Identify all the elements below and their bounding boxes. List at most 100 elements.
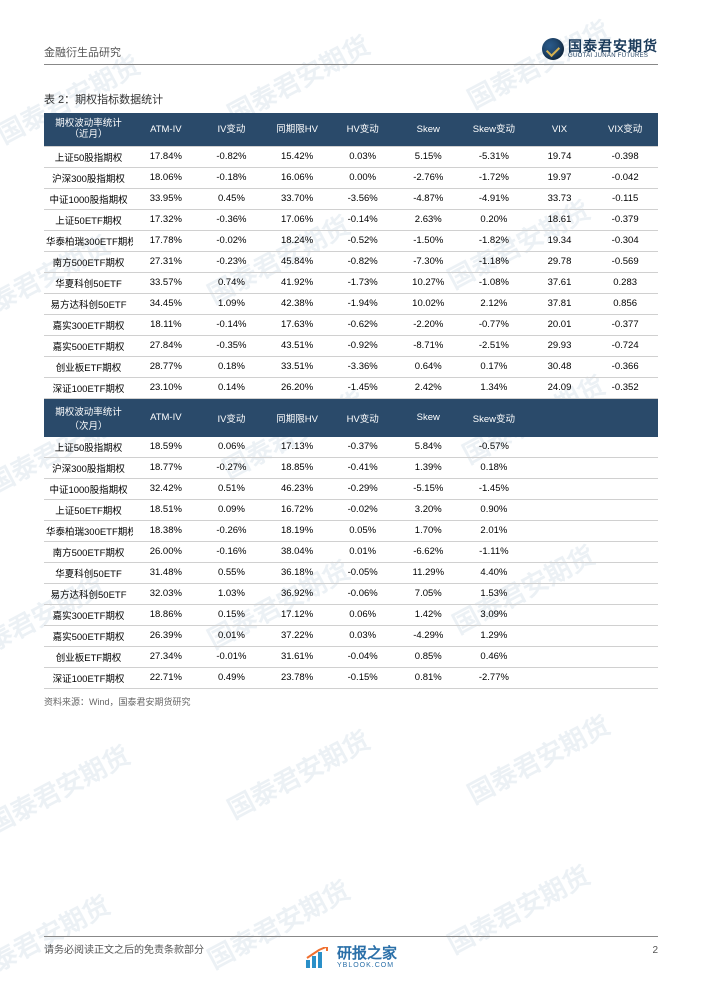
data-cell: 17.78% xyxy=(133,230,199,251)
table-row: 创业板ETF期权28.77%0.18%33.51%-3.36%0.64%0.17… xyxy=(44,356,658,377)
data-cell: 26.20% xyxy=(264,377,330,398)
data-cell: 33.51% xyxy=(264,356,330,377)
data-cell: 37.61 xyxy=(527,272,593,293)
data-cell: 36.92% xyxy=(264,583,330,604)
data-cell: 17.32% xyxy=(133,209,199,230)
data-cell: 0.14% xyxy=(199,377,265,398)
row-label: 沪深300股指期权 xyxy=(44,457,133,478)
data-cell: 1.39% xyxy=(395,457,461,478)
table-row: 中证1000股指期权32.42%0.51%46.23%-0.29%-5.15%-… xyxy=(44,478,658,499)
logo-cn-text: 国泰君安期货 xyxy=(568,39,658,53)
data-cell: 18.38% xyxy=(133,520,199,541)
data-cell: 0.64% xyxy=(395,356,461,377)
table-caption: 表 2：期权指标数据统计 xyxy=(44,91,658,107)
table-row: 华泰柏瑞300ETF期权17.78%-0.02%18.24%-0.52%-1.5… xyxy=(44,230,658,251)
table-row: 上证50股指期权18.59%0.06%17.13%-0.37%5.84%-0.5… xyxy=(44,437,658,458)
data-cell: -0.26% xyxy=(199,520,265,541)
data-cell: -0.77% xyxy=(461,314,527,335)
table-column-header: HV变动 xyxy=(330,113,396,146)
data-cell: -1.11% xyxy=(461,541,527,562)
row-label: 中证1000股指期权 xyxy=(44,478,133,499)
data-cell: 18.61 xyxy=(527,209,593,230)
data-cell: 18.59% xyxy=(133,437,199,458)
data-cell: -1.72% xyxy=(461,167,527,188)
data-cell: 0.90% xyxy=(461,499,527,520)
data-cell: 17.84% xyxy=(133,146,199,167)
bar-chart-icon xyxy=(305,947,331,969)
row-label: 上证50ETF期权 xyxy=(44,499,133,520)
data-cell: 19.97 xyxy=(527,167,593,188)
data-cell: 32.03% xyxy=(133,583,199,604)
data-cell: 17.13% xyxy=(264,437,330,458)
table-row: 嘉实500ETF期权27.84%-0.35%43.51%-0.92%-8.71%… xyxy=(44,335,658,356)
data-cell: 0.15% xyxy=(199,604,265,625)
data-cell: 2.42% xyxy=(395,377,461,398)
data-cell: 0.46% xyxy=(461,646,527,667)
data-cell: -4.29% xyxy=(395,625,461,646)
row-label: 创业板ETF期权 xyxy=(44,356,133,377)
data-cell: 29.93 xyxy=(527,335,593,356)
data-cell: 1.34% xyxy=(461,377,527,398)
table-column-header: ATM-IV xyxy=(133,398,199,437)
data-cell: 16.72% xyxy=(264,499,330,520)
data-cell: -0.52% xyxy=(330,230,396,251)
data-cell: 19.74 xyxy=(527,146,593,167)
data-cell: -0.41% xyxy=(330,457,396,478)
data-cell: -8.71% xyxy=(395,335,461,356)
data-cell: 0.06% xyxy=(330,604,396,625)
data-cell: -3.36% xyxy=(330,356,396,377)
data-cell: 0.17% xyxy=(461,356,527,377)
row-label: 上证50股指期权 xyxy=(44,146,133,167)
table-row: 南方500ETF期权26.00%-0.16%38.04%0.01%-6.62%-… xyxy=(44,541,658,562)
data-cell: 1.42% xyxy=(395,604,461,625)
data-cell: -1.82% xyxy=(461,230,527,251)
footer-logo-en: YBLOOK.COM xyxy=(337,962,397,970)
footer-disclaimer: 请务必阅读正文之后的免责条款部分 xyxy=(44,941,204,956)
table-column-header: ATM-IV xyxy=(133,113,199,146)
table-column-header: HV变动 xyxy=(330,398,396,437)
data-cell: 33.73 xyxy=(527,188,593,209)
row-label: 华泰柏瑞300ETF期权 xyxy=(44,520,133,541)
data-cell: -4.91% xyxy=(461,188,527,209)
data-cell: 7.05% xyxy=(395,583,461,604)
table-row: 创业板ETF期权27.34%-0.01%31.61%-0.04%0.85%0.4… xyxy=(44,646,658,667)
data-cell: 0.18% xyxy=(199,356,265,377)
data-cell: 23.78% xyxy=(264,667,330,688)
data-cell: 10.27% xyxy=(395,272,461,293)
data-cell: -1.08% xyxy=(461,272,527,293)
data-cell: 28.77% xyxy=(133,356,199,377)
data-cell: 0.03% xyxy=(330,625,396,646)
row-label: 嘉实300ETF期权 xyxy=(44,314,133,335)
data-cell: 36.18% xyxy=(264,562,330,583)
data-cell: 27.31% xyxy=(133,251,199,272)
data-cell: -1.73% xyxy=(330,272,396,293)
data-cell: 10.02% xyxy=(395,293,461,314)
data-cell: -0.82% xyxy=(330,251,396,272)
table-row: 中证1000股指期权33.95%0.45%33.70%-3.56%-4.87%-… xyxy=(44,188,658,209)
row-label: 上证50股指期权 xyxy=(44,437,133,458)
data-cell: -1.50% xyxy=(395,230,461,251)
data-cell: 18.86% xyxy=(133,604,199,625)
data-cell: 34.45% xyxy=(133,293,199,314)
watermark-text: 国泰君安期货 xyxy=(460,706,615,812)
data-cell: -0.042 xyxy=(592,167,658,188)
data-cell: -1.18% xyxy=(461,251,527,272)
data-cell: 0.00% xyxy=(330,167,396,188)
data-cell: 0.55% xyxy=(199,562,265,583)
data-cell: 18.51% xyxy=(133,499,199,520)
data-cell: 0.49% xyxy=(199,667,265,688)
table-column-header: 同期限HV xyxy=(264,113,330,146)
data-cell: -0.02% xyxy=(199,230,265,251)
row-label: 深证100ETF期权 xyxy=(44,377,133,398)
row-label: 创业板ETF期权 xyxy=(44,646,133,667)
data-cell: -0.15% xyxy=(330,667,396,688)
data-cell: -2.76% xyxy=(395,167,461,188)
data-cell: -0.724 xyxy=(592,335,658,356)
data-cell: -0.16% xyxy=(199,541,265,562)
table-row: 易方达科创50ETF32.03%1.03%36.92%-0.06%7.05%1.… xyxy=(44,583,658,604)
table-column-header: Skew变动 xyxy=(461,113,527,146)
footer-center-logo: 研报之家 YBLOOK.COM xyxy=(305,946,397,970)
data-cell: 11.29% xyxy=(395,562,461,583)
table-row: 南方500ETF期权27.31%-0.23%45.84%-0.82%-7.30%… xyxy=(44,251,658,272)
table-row: 深证100ETF期权23.10%0.14%26.20%-1.45%2.42%1.… xyxy=(44,377,658,398)
